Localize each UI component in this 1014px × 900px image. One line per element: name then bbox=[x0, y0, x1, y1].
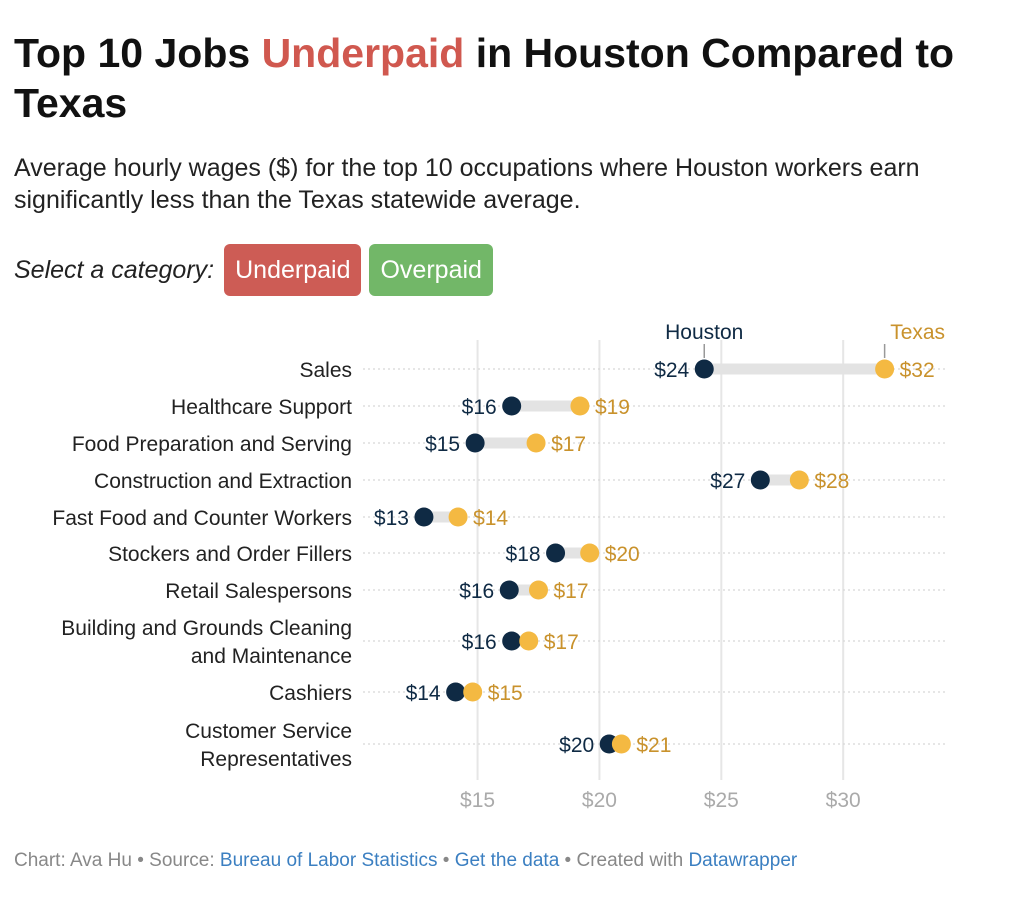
houston-value-label: $20 bbox=[559, 734, 594, 757]
texas-dot bbox=[526, 433, 546, 453]
x-tick-label: $25 bbox=[704, 789, 739, 810]
category-label: Sales bbox=[299, 359, 352, 382]
category-label: Representatives bbox=[200, 748, 352, 771]
texas-dot bbox=[448, 507, 468, 527]
texas-value-label: $32 bbox=[900, 359, 935, 382]
selector-label: Select a category: bbox=[14, 255, 215, 284]
houston-dot bbox=[502, 396, 522, 416]
legend-houston: Houston bbox=[665, 321, 743, 344]
category-label: Customer Service bbox=[185, 720, 352, 743]
category-selector: Select a category: Underpaid Overpaid bbox=[14, 244, 493, 296]
texas-value-label: $20 bbox=[605, 543, 640, 566]
houston-value-label: $18 bbox=[506, 543, 541, 566]
houston-dot bbox=[502, 631, 522, 651]
category-label: Food Preparation and Serving bbox=[72, 433, 352, 456]
category-label: Cashiers bbox=[269, 682, 352, 705]
houston-dot bbox=[694, 359, 714, 379]
texas-value-label: $19 bbox=[595, 396, 630, 419]
texas-value-label: $17 bbox=[544, 631, 579, 654]
texas-dot bbox=[611, 734, 631, 754]
category-label: and Maintenance bbox=[191, 645, 352, 668]
texas-value-label: $17 bbox=[551, 433, 586, 456]
footer: Chart: Ava Hu • Source: Bureau of Labor … bbox=[14, 850, 798, 871]
x-tick-label: $15 bbox=[460, 789, 495, 810]
houston-dot bbox=[465, 433, 485, 453]
overpaid-button[interactable]: Overpaid bbox=[369, 244, 493, 296]
subtitle: Average hourly wages ($) for the top 10 … bbox=[14, 154, 920, 214]
texas-value-label: $21 bbox=[636, 734, 671, 757]
texas-value-label: $15 bbox=[488, 682, 523, 705]
legend-texas: Texas bbox=[890, 321, 945, 344]
page-title: Top 10 Jobs Underpaid in Houston Compare… bbox=[14, 30, 955, 126]
x-tick-label: $20 bbox=[582, 789, 617, 810]
texas-dot bbox=[463, 682, 483, 702]
houston-dot bbox=[446, 682, 466, 702]
category-label: Healthcare Support bbox=[171, 396, 352, 419]
source-link[interactable]: Bureau of Labor Statistics bbox=[219, 850, 438, 871]
texas-value-label: $28 bbox=[814, 470, 849, 493]
category-label: Fast Food and Counter Workers bbox=[52, 507, 352, 530]
texas-dot bbox=[570, 396, 590, 416]
texas-value-label: $14 bbox=[473, 507, 508, 530]
get-data-link[interactable]: Get the data bbox=[454, 850, 560, 871]
title-highlight: Underpaid bbox=[261, 30, 465, 76]
category-label: Stockers and Order Fillers bbox=[108, 543, 352, 566]
texas-dot bbox=[580, 543, 600, 563]
texas-value-label: $17 bbox=[554, 580, 589, 603]
houston-value-label: $16 bbox=[462, 631, 497, 654]
houston-value-label: $27 bbox=[710, 470, 745, 493]
texas-dot bbox=[529, 580, 548, 600]
dot-plot: $15 $20 $25 $30 Sales $24 $32 Houston Texas Healt… bbox=[52, 321, 948, 810]
houston-value-label: $24 bbox=[654, 359, 689, 382]
houston-dot bbox=[546, 543, 566, 563]
houston-dot bbox=[750, 470, 770, 490]
category-label: Retail Salespersons bbox=[165, 580, 352, 603]
category-label: Building and Grounds Cleaning bbox=[61, 617, 352, 640]
x-tick-label: $30 bbox=[826, 789, 861, 810]
texas-dot bbox=[875, 359, 895, 379]
datawrapper-link[interactable]: Datawrapper bbox=[688, 850, 798, 871]
texas-dot bbox=[789, 470, 809, 490]
houston-value-label: $16 bbox=[459, 580, 494, 603]
houston-value-label: $15 bbox=[425, 433, 460, 456]
houston-dot bbox=[414, 507, 434, 527]
houston-value-label: $16 bbox=[462, 396, 497, 419]
underpaid-button[interactable]: Underpaid bbox=[224, 244, 362, 296]
houston-value-label: $14 bbox=[406, 682, 441, 705]
texas-dot bbox=[519, 631, 539, 651]
houston-dot bbox=[499, 580, 519, 600]
category-label: Construction and Extraction bbox=[94, 470, 352, 493]
houston-value-label: $13 bbox=[374, 507, 409, 530]
